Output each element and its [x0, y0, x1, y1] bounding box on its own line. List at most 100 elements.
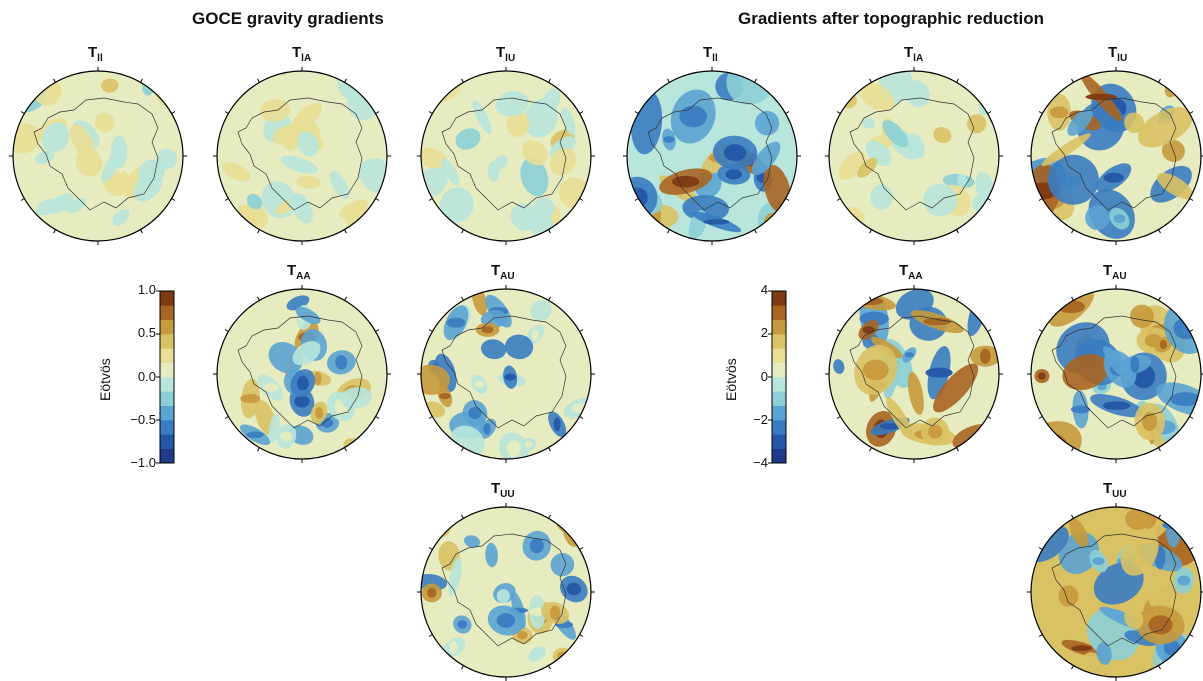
colorbar-swatch — [772, 391, 786, 406]
anomaly-blob — [907, 372, 924, 415]
antarctica-coastline — [441, 315, 567, 429]
anomaly-blob — [886, 397, 914, 440]
anomaly-core — [504, 373, 517, 381]
graticule-tick — [1038, 634, 1043, 637]
anomaly-core — [246, 431, 264, 439]
anomaly-blob — [340, 387, 373, 409]
graticule-tick — [956, 447, 959, 452]
anomaly-blob — [751, 141, 781, 175]
map-field — [217, 289, 387, 459]
anomaly-core — [663, 136, 675, 143]
anomaly-blob — [34, 150, 55, 165]
anomaly-core — [862, 326, 875, 334]
anomaly-blob — [561, 107, 576, 136]
graticule-tick — [428, 329, 433, 332]
anomaly-blob — [1058, 532, 1100, 574]
map-title-left-uu: TUU — [491, 480, 515, 500]
graticule-tick — [785, 111, 790, 114]
graticule-tick — [375, 198, 380, 201]
anomaly-blob — [1124, 608, 1144, 630]
polar-map-left-aa — [213, 285, 391, 463]
polar-map-right-uu — [1027, 503, 1203, 681]
graticule-tick — [344, 78, 347, 83]
antarctica-coastline — [849, 97, 975, 211]
anomaly-blob — [295, 306, 321, 325]
anomaly-blob — [530, 300, 552, 321]
graticule-tick — [171, 111, 176, 114]
anomaly-core — [446, 317, 466, 328]
anomaly-core — [862, 359, 889, 381]
anomaly-core — [553, 417, 561, 432]
anomaly-core — [566, 582, 582, 596]
graticule-tick — [257, 229, 260, 234]
anomaly-blob — [94, 112, 115, 133]
anomaly-core — [1085, 93, 1117, 101]
colorbar-left-tick-1: 1.0 — [137, 282, 156, 297]
map-title-left-aa: TAA — [287, 262, 311, 282]
graticule-tick — [579, 416, 584, 419]
graticule-tick — [428, 634, 433, 637]
graticule-tick — [785, 198, 790, 201]
graticule-tick — [1189, 111, 1194, 114]
antarctica-coastline — [1051, 315, 1177, 429]
graticule-tick — [461, 78, 464, 83]
anomaly-blob — [292, 341, 321, 366]
map-field — [421, 507, 591, 677]
graticule-tick — [987, 111, 992, 114]
anomaly-core — [549, 605, 561, 621]
graticule-tick — [1158, 78, 1161, 83]
anomaly-core — [1092, 557, 1105, 566]
anomaly-blob — [882, 120, 909, 148]
colorbar-swatch — [160, 377, 174, 392]
graticule-tick — [20, 198, 25, 201]
anomaly-blob — [487, 161, 500, 182]
anomaly-blob — [858, 82, 895, 112]
anomaly-core — [1173, 317, 1200, 340]
anomaly-blob — [1124, 112, 1145, 134]
anomaly-core — [1038, 372, 1046, 380]
anomaly-core — [262, 383, 279, 392]
graticule-tick — [956, 78, 959, 83]
anomaly-core — [1113, 214, 1126, 224]
map-field — [421, 71, 591, 241]
antarctica-coastline — [441, 533, 567, 647]
graticule-tick — [869, 78, 872, 83]
anomaly-blob — [907, 133, 925, 159]
graticule-tick — [667, 78, 670, 83]
graticule-tick — [1189, 634, 1194, 637]
anomaly-core — [879, 423, 901, 430]
colorbar-swatch — [772, 377, 786, 392]
graticule-tick — [1189, 198, 1194, 201]
graticule-tick — [224, 329, 229, 332]
colorbar-swatch — [772, 405, 786, 421]
graticule-tick — [257, 78, 260, 83]
graticule-tick — [1158, 514, 1161, 519]
anomaly-blob — [861, 117, 876, 129]
graticule-tick — [869, 296, 872, 301]
colorbar-swatch — [160, 334, 174, 349]
anomaly-blob — [112, 209, 130, 226]
anomaly-blob — [246, 193, 263, 210]
colorbar-left-tick-2: 0.5 — [137, 325, 156, 340]
anomaly-blob — [637, 82, 648, 96]
polar-map-left-ll — [9, 67, 187, 245]
polar-map-left-uu — [417, 503, 595, 681]
anomaly-blob — [69, 124, 95, 158]
graticule-tick — [53, 229, 56, 234]
map-field — [1031, 71, 1201, 241]
graticule-tick — [224, 416, 229, 419]
colorbar-swatch — [772, 448, 786, 464]
anomaly-core — [422, 517, 442, 531]
map-field — [13, 71, 183, 241]
graticule-tick — [257, 447, 260, 452]
anomaly-core — [1071, 645, 1093, 652]
graticule-tick — [344, 296, 347, 301]
anomaly-core — [923, 317, 952, 326]
colorbar-left — [156, 290, 175, 464]
anomaly-blob — [118, 171, 132, 197]
anomaly-blob — [549, 147, 577, 176]
anomaly-blob — [1041, 133, 1091, 167]
map-title-left-au: TAU — [491, 262, 515, 282]
graticule-tick — [461, 665, 464, 670]
graticule-tick — [461, 447, 464, 452]
